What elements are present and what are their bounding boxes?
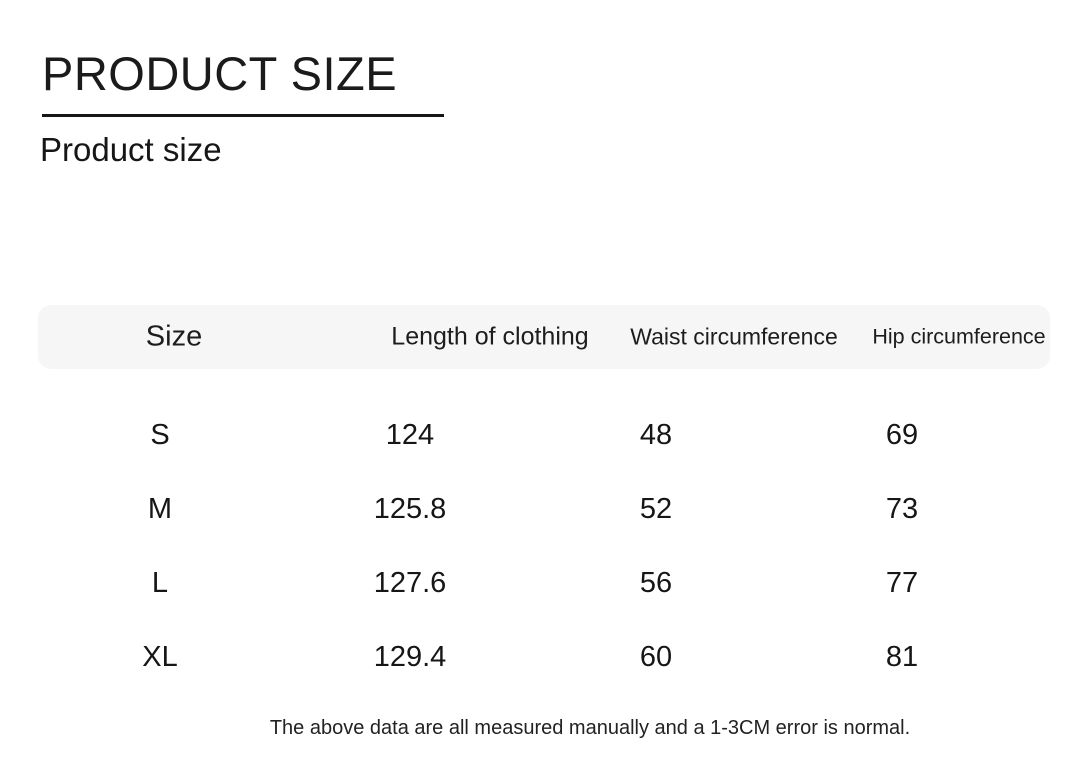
table-row: S 124 48 69 xyxy=(0,413,1074,457)
size-label: L xyxy=(151,567,169,599)
measurement-disclaimer: The above data are all measured manually… xyxy=(269,717,911,739)
table-row: L 127.6 56 77 xyxy=(0,561,1074,605)
size-label: M xyxy=(147,493,173,525)
page-subtitle: Product size xyxy=(40,131,222,168)
hip-value: 81 xyxy=(885,641,919,673)
hip-value: 77 xyxy=(885,567,919,599)
waist-value: 48 xyxy=(639,419,673,451)
column-header-size: Size xyxy=(145,320,203,353)
size-label: S xyxy=(150,419,170,451)
length-value: 124 xyxy=(385,419,435,451)
hip-value: 73 xyxy=(885,493,919,525)
title-underline xyxy=(42,114,444,117)
waist-value: 52 xyxy=(639,493,673,525)
length-value: 125.8 xyxy=(373,493,447,525)
table-row: M 125.8 52 73 xyxy=(0,487,1074,531)
waist-value: 60 xyxy=(639,641,673,673)
waist-value: 56 xyxy=(639,567,673,599)
size-table-header-row: Size Length of clothing Waist circumfere… xyxy=(38,305,1050,369)
size-label: XL xyxy=(142,641,178,673)
table-row: XL 129.4 60 81 xyxy=(0,635,1074,679)
length-value: 127.6 xyxy=(373,567,447,599)
column-header-length: Length of clothing xyxy=(391,322,589,351)
page-title: PRODUCT SIZE xyxy=(42,47,398,100)
hip-value: 69 xyxy=(885,419,919,451)
length-value: 129.4 xyxy=(373,641,447,673)
column-header-hip: Hip circumference xyxy=(872,324,1046,349)
column-header-waist: Waist circumference xyxy=(630,323,838,350)
